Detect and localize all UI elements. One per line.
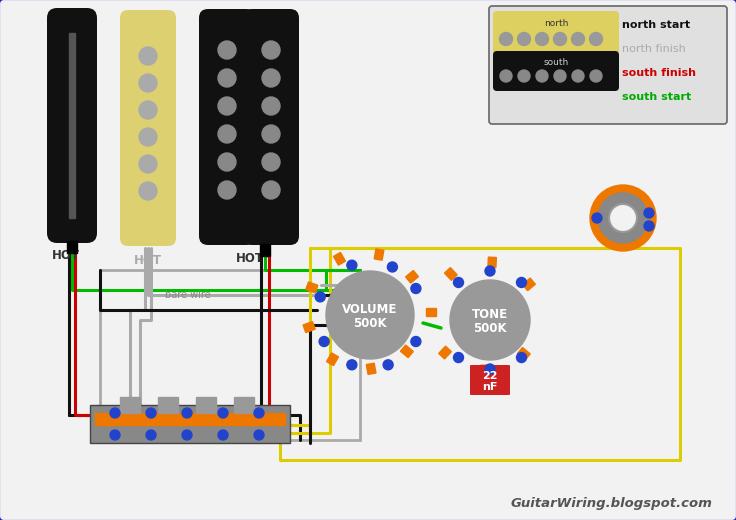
Bar [480, 365, 489, 375]
Circle shape [218, 125, 236, 143]
Bar [158, 397, 178, 413]
Circle shape [485, 364, 495, 374]
Text: HOT: HOT [236, 252, 264, 265]
Circle shape [592, 213, 602, 223]
Bar [234, 397, 254, 413]
Circle shape [218, 69, 236, 87]
Text: north finish: north finish [622, 44, 686, 54]
Bar [400, 345, 413, 358]
Bar [100, 270, 360, 440]
Circle shape [387, 262, 397, 272]
Circle shape [536, 70, 548, 82]
Circle shape [536, 33, 548, 46]
Circle shape [517, 278, 526, 288]
Text: HOT: HOT [134, 254, 162, 267]
Text: 500K: 500K [473, 321, 507, 334]
Circle shape [139, 47, 157, 65]
Circle shape [453, 353, 464, 362]
Circle shape [254, 430, 264, 440]
FancyBboxPatch shape [120, 10, 176, 246]
FancyBboxPatch shape [199, 9, 255, 245]
Circle shape [411, 283, 421, 293]
Circle shape [383, 360, 393, 370]
Circle shape [347, 360, 357, 370]
Circle shape [110, 408, 120, 418]
Bar [367, 363, 376, 374]
Circle shape [139, 128, 157, 146]
Bar [426, 308, 436, 316]
Circle shape [218, 153, 236, 171]
Circle shape [218, 408, 228, 418]
Bar [260, 244, 270, 256]
Circle shape [453, 278, 464, 288]
Bar [95, 413, 285, 425]
Circle shape [146, 430, 156, 440]
Circle shape [450, 280, 530, 360]
Text: GuitarWiring.blogspot.com: GuitarWiring.blogspot.com [510, 497, 712, 510]
Circle shape [553, 33, 567, 46]
Bar [406, 270, 418, 283]
Text: south start: south start [622, 92, 691, 102]
Circle shape [139, 101, 157, 119]
Bar [517, 347, 530, 360]
Text: HOT: HOT [52, 249, 80, 262]
Circle shape [139, 155, 157, 173]
Circle shape [590, 70, 602, 82]
Circle shape [218, 97, 236, 115]
Circle shape [485, 266, 495, 276]
Circle shape [411, 336, 421, 346]
Circle shape [139, 182, 157, 200]
Circle shape [500, 70, 512, 82]
Circle shape [517, 33, 531, 46]
Bar [523, 278, 535, 291]
Circle shape [644, 208, 654, 218]
Circle shape [146, 408, 156, 418]
Circle shape [262, 153, 280, 171]
Circle shape [590, 185, 656, 251]
Circle shape [572, 70, 584, 82]
FancyBboxPatch shape [470, 365, 510, 395]
Circle shape [110, 430, 120, 440]
Circle shape [262, 41, 280, 59]
Text: VOLUME: VOLUME [342, 303, 397, 316]
Bar [120, 397, 140, 413]
Bar [196, 397, 216, 413]
Circle shape [500, 33, 512, 46]
Bar [488, 257, 496, 268]
Bar [303, 321, 315, 333]
Circle shape [517, 353, 526, 362]
FancyBboxPatch shape [90, 405, 290, 443]
Bar [445, 268, 457, 280]
Circle shape [262, 181, 280, 199]
Circle shape [326, 271, 414, 359]
Circle shape [262, 97, 280, 115]
Text: south finish: south finish [622, 68, 696, 78]
FancyBboxPatch shape [493, 11, 619, 55]
Circle shape [315, 292, 325, 302]
Text: 22: 22 [482, 371, 498, 381]
FancyBboxPatch shape [47, 8, 97, 243]
Bar [327, 353, 339, 366]
Circle shape [218, 181, 236, 199]
Circle shape [182, 430, 192, 440]
Circle shape [609, 204, 637, 232]
Bar [439, 346, 451, 359]
Bar [69, 33, 75, 218]
Text: 500K: 500K [353, 317, 387, 330]
Text: bare wire: bare wire [165, 290, 210, 300]
Circle shape [262, 125, 280, 143]
Text: south: south [543, 58, 569, 67]
Circle shape [262, 69, 280, 87]
FancyBboxPatch shape [489, 6, 727, 124]
Circle shape [347, 260, 357, 270]
Bar [333, 252, 345, 265]
Text: north start: north start [622, 20, 690, 30]
Circle shape [218, 430, 228, 440]
Circle shape [254, 408, 264, 418]
Bar [305, 282, 318, 293]
Circle shape [218, 41, 236, 59]
FancyBboxPatch shape [243, 9, 299, 245]
Text: nF: nF [482, 382, 498, 392]
Circle shape [319, 336, 329, 346]
